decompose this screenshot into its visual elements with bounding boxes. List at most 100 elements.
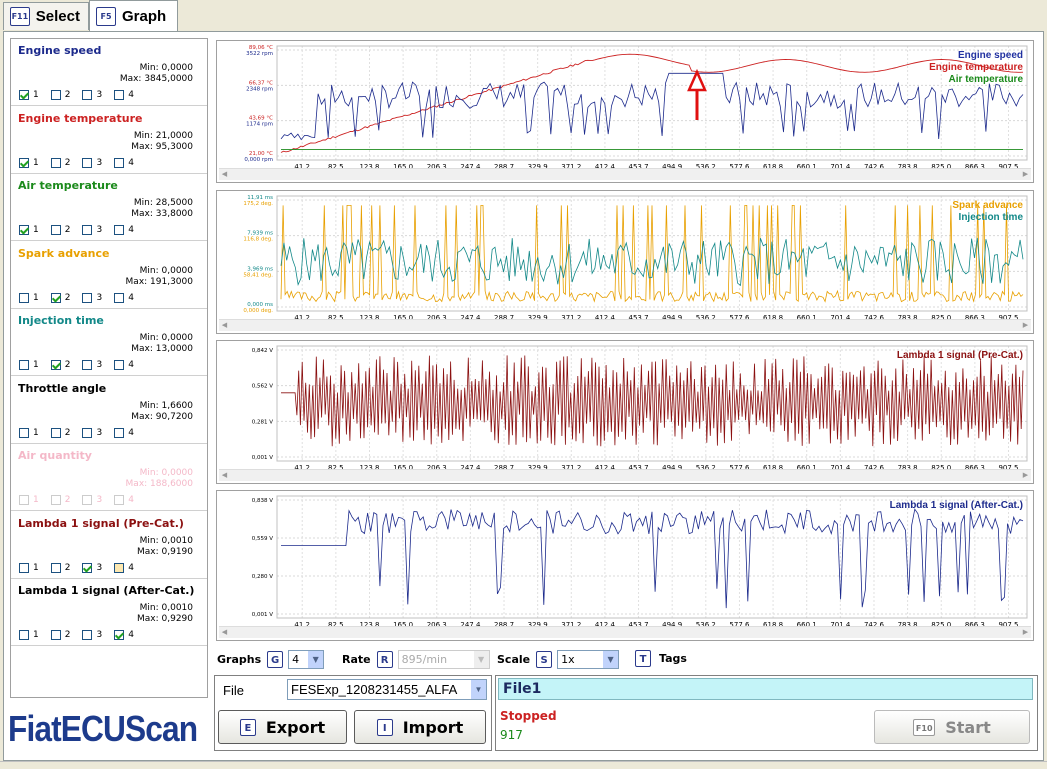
signal-item: Air temperature Min: 28,5000 Max: 33,8000 1… bbox=[11, 174, 207, 241]
signal-item: Lambda 1 signal (Pre-Cat.) Min: 0,0010 Max… bbox=[11, 512, 207, 579]
graph-checkbox-2[interactable]: 2 bbox=[50, 427, 70, 438]
checkbox[interactable] bbox=[19, 630, 29, 640]
graph-checkbox-1[interactable]: 1 bbox=[19, 360, 39, 370]
graph-checkbox-4[interactable]: 4 bbox=[114, 157, 134, 168]
scroll-left-icon[interactable]: ◀ bbox=[221, 321, 228, 329]
x-tick-label: 825,0 bbox=[931, 163, 951, 171]
graph-checkbox-1[interactable]: 1 bbox=[19, 292, 39, 303]
checkbox[interactable] bbox=[82, 292, 93, 303]
graph-checkbox-3[interactable]: 3 bbox=[82, 360, 102, 370]
checkbox[interactable] bbox=[82, 630, 93, 640]
export-button[interactable]: E Export bbox=[218, 710, 347, 744]
signal-min: Min: 21,0000 bbox=[133, 130, 193, 141]
scroll-right-icon[interactable]: ▶ bbox=[1022, 471, 1029, 479]
graph-checkbox-3[interactable]: 3 bbox=[82, 562, 102, 573]
graph-checkbox-4[interactable]: 4 bbox=[114, 427, 134, 438]
scroll-right-icon[interactable]: ▶ bbox=[1022, 628, 1029, 636]
checkbox[interactable] bbox=[82, 360, 93, 370]
checkbox[interactable] bbox=[19, 360, 29, 370]
checkbox[interactable] bbox=[19, 427, 29, 438]
y-tick-label: 0,562 V bbox=[252, 384, 273, 390]
checkbox[interactable] bbox=[114, 630, 125, 640]
import-button[interactable]: I Import bbox=[354, 710, 486, 744]
scroll-left-icon[interactable]: ◀ bbox=[221, 170, 228, 178]
checkbox[interactable] bbox=[19, 225, 29, 235]
checkbox-label: 4 bbox=[128, 90, 134, 100]
graph-checkbox-1[interactable]: 1 bbox=[19, 157, 39, 168]
checkbox[interactable] bbox=[50, 427, 61, 438]
scroll-left-icon[interactable]: ◀ bbox=[221, 471, 228, 479]
graph-checkbox-2[interactable]: 2 bbox=[50, 157, 70, 168]
checkbox[interactable] bbox=[82, 157, 93, 168]
graph-checkbox-1[interactable]: 1 bbox=[19, 225, 39, 235]
graph-checkbox-3[interactable]: 3 bbox=[82, 157, 102, 168]
tags-control[interactable]: T Tags bbox=[635, 650, 687, 667]
checkbox[interactable] bbox=[19, 292, 29, 303]
checkbox[interactable] bbox=[114, 225, 125, 235]
scale-select[interactable]: 1x ▼ bbox=[557, 650, 620, 669]
checkbox[interactable] bbox=[50, 630, 61, 640]
graph-checkbox-2[interactable]: 2 bbox=[50, 225, 70, 235]
scroll-left-icon[interactable]: ◀ bbox=[221, 628, 228, 636]
checkbox[interactable] bbox=[82, 90, 93, 100]
checkbox[interactable] bbox=[50, 360, 61, 370]
checkbox[interactable] bbox=[50, 562, 61, 573]
checkbox[interactable] bbox=[114, 427, 125, 438]
rate-key[interactable]: R bbox=[376, 651, 393, 668]
graph-checkbox-1[interactable]: 1 bbox=[19, 90, 39, 100]
graphs-key[interactable]: G bbox=[267, 651, 284, 668]
tab-select[interactable]: F11 Select bbox=[3, 2, 89, 30]
graph-checkbox-3[interactable]: 3 bbox=[82, 630, 102, 640]
tab-graph-key: F5 bbox=[96, 6, 116, 26]
x-tick-label: 453,7 bbox=[629, 314, 649, 322]
graphs-select[interactable]: 4 ▼ bbox=[288, 650, 325, 669]
checkbox[interactable] bbox=[19, 157, 29, 168]
graph-checkbox-3[interactable]: 3 bbox=[82, 427, 102, 438]
graph-checkbox-4[interactable]: 4 bbox=[114, 90, 134, 100]
graph-checkbox-1[interactable]: 1 bbox=[19, 427, 39, 438]
checkbox[interactable] bbox=[50, 90, 61, 100]
checkbox[interactable] bbox=[82, 225, 93, 235]
horizontal-scrollbar[interactable]: ◀ ▶ bbox=[219, 469, 1031, 481]
checkbox[interactable] bbox=[19, 90, 29, 100]
graph-checkbox-2[interactable]: 2 bbox=[50, 562, 70, 573]
graph-checkbox-4[interactable]: 4 bbox=[114, 360, 134, 370]
graph-checkbox-2[interactable]: 2 bbox=[50, 292, 70, 303]
horizontal-scrollbar[interactable]: ◀ ▶ bbox=[219, 168, 1031, 180]
start-button[interactable]: F10 Start bbox=[874, 710, 1030, 744]
checkbox[interactable] bbox=[114, 292, 125, 303]
graph-checkbox-2[interactable]: 2 bbox=[50, 630, 70, 640]
horizontal-scrollbar[interactable]: ◀ ▶ bbox=[219, 626, 1031, 638]
graph-checkbox-2[interactable]: 2 bbox=[50, 90, 70, 100]
graph-checkbox-4[interactable]: 4 bbox=[114, 225, 134, 235]
checkbox[interactable] bbox=[50, 225, 61, 235]
tab-graph[interactable]: F5 Graph bbox=[89, 0, 178, 31]
checkbox[interactable] bbox=[114, 157, 125, 168]
graph-checkbox-4[interactable]: 4 bbox=[114, 562, 134, 573]
checkbox[interactable] bbox=[114, 360, 125, 370]
scroll-right-icon[interactable]: ▶ bbox=[1022, 321, 1029, 329]
rate-select[interactable]: 895/min ▼ bbox=[397, 650, 490, 669]
scroll-right-icon[interactable]: ▶ bbox=[1022, 170, 1029, 178]
graph-checkbox-3[interactable]: 3 bbox=[82, 292, 102, 303]
tags-key[interactable]: T bbox=[635, 650, 651, 667]
checkbox[interactable] bbox=[19, 562, 29, 573]
graph-checkbox-4[interactable]: 4 bbox=[114, 630, 134, 640]
graph-checkbox-2[interactable]: 2 bbox=[50, 360, 70, 370]
checkbox[interactable] bbox=[50, 157, 61, 168]
x-tick-label: 618,8 bbox=[763, 621, 783, 629]
chevron-down-icon: ▼ bbox=[473, 651, 489, 668]
graph-checkbox-3[interactable]: 3 bbox=[82, 225, 102, 235]
checkbox[interactable] bbox=[114, 90, 125, 100]
file-select[interactable]: FESExp_1208231455_ALFA ▼ bbox=[287, 679, 487, 700]
graph-checkbox-3[interactable]: 3 bbox=[82, 90, 102, 100]
horizontal-scrollbar[interactable]: ◀ ▶ bbox=[219, 319, 1031, 331]
checkbox[interactable] bbox=[114, 562, 125, 573]
graph-checkbox-1[interactable]: 1 bbox=[19, 562, 39, 573]
graph-checkbox-4[interactable]: 4 bbox=[114, 292, 134, 303]
scale-key[interactable]: S bbox=[536, 651, 553, 668]
checkbox[interactable] bbox=[50, 292, 61, 303]
checkbox[interactable] bbox=[82, 562, 93, 573]
graph-checkbox-1[interactable]: 1 bbox=[19, 630, 39, 640]
checkbox[interactable] bbox=[82, 427, 93, 438]
